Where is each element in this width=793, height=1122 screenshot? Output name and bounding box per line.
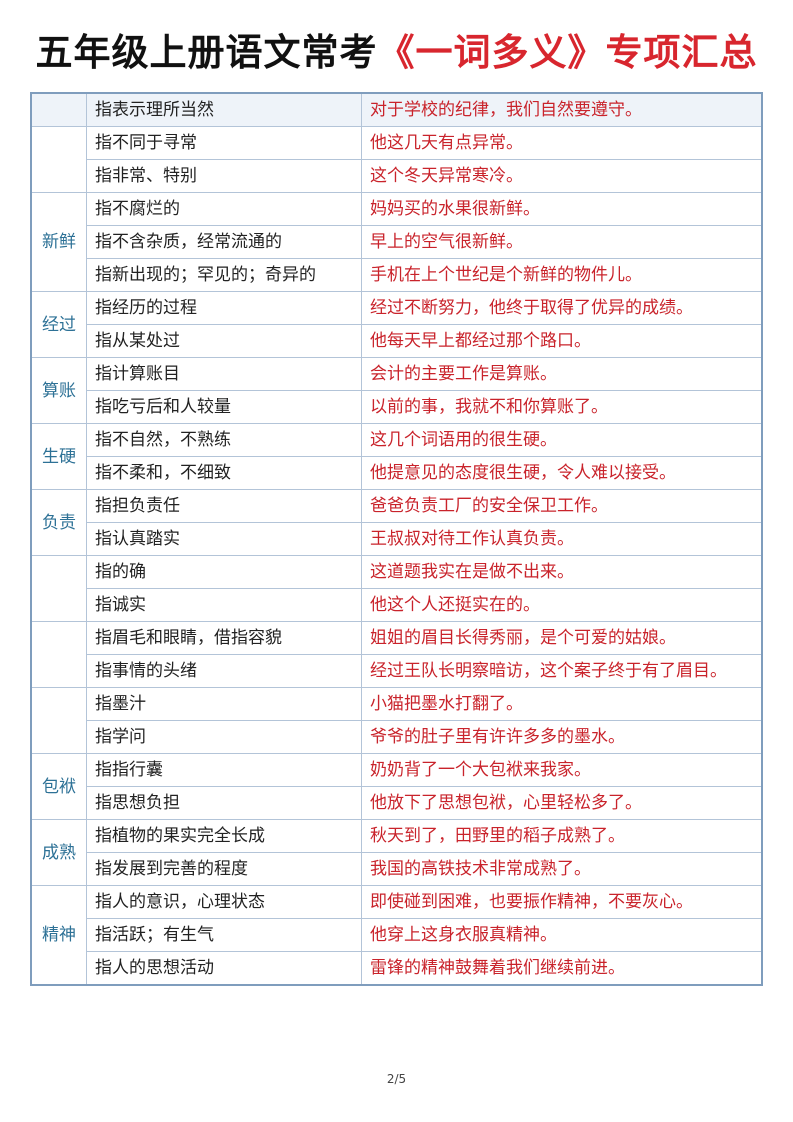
example-cell: 妈妈买的水果很新鲜。 — [361, 192, 763, 226]
example-cell: 秋天到了，田野里的稻子成熟了。 — [361, 819, 763, 853]
meaning-cell: 指不含杂质，经常流通的 — [86, 225, 362, 259]
word-cell: 负责 — [30, 489, 87, 556]
table-row: 指眉毛和眼睛，借指容貌 姐姐的眉目长得秀丽，是个可爱的姑娘。 — [30, 621, 763, 688]
example-cell: 会计的主要工作是算账。 — [361, 357, 763, 391]
table-row: 指不含杂质，经常流通的 早上的空气很新鲜。 — [31, 225, 763, 259]
example-cell: 他穿上这身衣服真精神。 — [361, 918, 763, 952]
meaning-cell: 指不同于寻常 — [86, 126, 362, 160]
meaning-cell: 指吃亏后和人较量 — [86, 390, 362, 424]
example-cell: 这个冬天异常寒冷。 — [361, 159, 763, 193]
example-cell: 王叔叔对待工作认真负责。 — [361, 522, 763, 556]
example-cell: 我国的高铁技术非常成熟了。 — [361, 852, 763, 886]
table-row: 指墨汁 小猫把墨水打翻了。 — [30, 687, 763, 754]
meaning-cell: 指表示理所当然 — [86, 92, 362, 127]
meaning-cell: 指不柔和，不细致 — [86, 456, 362, 490]
meaning-cell: 指不自然，不熟练 — [86, 423, 362, 457]
meaning-cell: 指指行囊 — [86, 753, 362, 787]
table-row: 指学问 爷爷的肚子里有许许多多的墨水。 — [31, 720, 763, 754]
meaning-cell: 指植物的果实完全长成 — [86, 819, 362, 853]
meaning-cell: 指认真踏实 — [86, 522, 362, 556]
title-main: 五年级上册语文常考 — [35, 31, 378, 74]
table-row: 指不同于寻常 他这几天有点异常。 — [30, 126, 763, 193]
example-cell: 他放下了思想包袱，心里轻松多了。 — [361, 786, 763, 820]
table-row: 算账 指计算账目 会计的主要工作是算账。 — [30, 357, 763, 424]
meaning-cell: 指担负责任 — [86, 489, 362, 523]
example-cell: 姐姐的眉目长得秀丽，是个可爱的姑娘。 — [361, 621, 763, 655]
example-cell: 以前的事，我就不和你算账了。 — [361, 390, 763, 424]
word-cell: 精神 — [30, 885, 87, 986]
word-cell: 生硬 — [30, 423, 87, 490]
word-cell — [30, 621, 87, 688]
meaning-cell: 指诚实 — [86, 588, 362, 622]
example-cell: 他每天早上都经过那个路口。 — [361, 324, 763, 358]
meaning-cell: 指非常、特别 — [86, 159, 362, 193]
example-cell: 爷爷的肚子里有许许多多的墨水。 — [361, 720, 763, 754]
example-cell: 他这个人还挺实在的。 — [361, 588, 763, 622]
table-row: 指发展到完善的程度 我国的高铁技术非常成熟了。 — [31, 852, 763, 886]
meaning-cell: 指的确 — [86, 555, 362, 589]
table-row: 指诚实 他这个人还挺实在的。 — [31, 588, 763, 622]
table-row: 指活跃；有生气 他穿上这身衣服真精神。 — [31, 918, 763, 952]
meaning-cell: 指经历的过程 — [86, 291, 362, 325]
table-row: 成熟 指植物的果实完全长成 秋天到了，田野里的稻子成熟了。 — [30, 819, 763, 886]
table-row: 包袱 指指行囊 奶奶背了一个大包袱来我家。 — [30, 753, 763, 820]
word-cell: 成熟 — [30, 819, 87, 886]
example-cell: 爸爸负责工厂的安全保卫工作。 — [361, 489, 763, 523]
word-cell — [30, 555, 87, 622]
example-cell: 他提意见的态度很生硬，令人难以接受。 — [361, 456, 763, 490]
meaning-cell: 指眉毛和眼睛，借指容貌 — [86, 621, 362, 655]
word-cell: 包袱 — [30, 753, 87, 820]
meaning-cell: 指发展到完善的程度 — [86, 852, 362, 886]
example-cell: 早上的空气很新鲜。 — [361, 225, 763, 259]
title-highlight: 《一词多义》专项汇总 — [377, 31, 758, 74]
word-cell — [30, 92, 87, 127]
meaning-cell: 指从某处过 — [86, 324, 362, 358]
table-row: 生硬 指不自然，不熟练 这几个词语用的很生硬。 — [30, 423, 763, 490]
example-cell: 雷锋的精神鼓舞着我们继续前进。 — [361, 951, 763, 986]
example-cell: 这几个词语用的很生硬。 — [361, 423, 763, 457]
meaning-cell: 指人的思想活动 — [86, 951, 362, 986]
word-cell: 经过 — [30, 291, 87, 358]
table-row: 新鲜 指不腐烂的 妈妈买的水果很新鲜。 — [30, 192, 763, 292]
example-cell: 他这几天有点异常。 — [361, 126, 763, 160]
page-title: 五年级上册语文常考《一词多义》专项汇总 — [0, 22, 793, 76]
meaning-cell: 指新出现的；罕见的；奇异的 — [86, 258, 362, 292]
table-row: 经过 指经历的过程 经过不断努力，他终于取得了优异的成绩。 — [30, 291, 763, 358]
meaning-cell: 指活跃；有生气 — [86, 918, 362, 952]
table-row: 指人的思想活动 雷锋的精神鼓舞着我们继续前进。 — [31, 951, 763, 986]
example-cell: 奶奶背了一个大包袱来我家。 — [361, 753, 763, 787]
example-cell: 经过王队长明察暗访，这个案子终于有了眉目。 — [361, 654, 763, 688]
meaning-cell: 指学问 — [86, 720, 362, 754]
meaning-cell: 指人的意识，心理状态 — [86, 885, 362, 919]
table-row: 指事情的头绪 经过王队长明察暗访，这个案子终于有了眉目。 — [31, 654, 763, 688]
table-row: 指不柔和，不细致 他提意见的态度很生硬，令人难以接受。 — [31, 456, 763, 490]
table-row: 指表示理所当然 对于学校的纪律，我们自然要遵守。 — [30, 92, 763, 127]
meaning-cell: 指计算账目 — [86, 357, 362, 391]
example-cell: 经过不断努力，他终于取得了优异的成绩。 — [361, 291, 763, 325]
table-row: 指新出现的；罕见的；奇异的 手机在上个世纪是个新鲜的物件儿。 — [31, 258, 763, 292]
polysemy-table: 指表示理所当然 对于学校的纪律，我们自然要遵守。 指不同于寻常 他这几天有点异常。 指非… — [30, 92, 763, 986]
table-row: 指从某处过 他每天早上都经过那个路口。 — [31, 324, 763, 358]
table-row: 指非常、特别 这个冬天异常寒冷。 — [31, 159, 763, 193]
word-cell: 新鲜 — [30, 192, 87, 292]
table-row: 精神 指人的意识，心理状态 即使碰到困难，也要振作精神，不要灰心。 — [30, 885, 763, 986]
page-number: 2/5 — [386, 1072, 407, 1086]
example-cell: 即使碰到困难，也要振作精神，不要灰心。 — [361, 885, 763, 919]
table-row: 指思想负担 他放下了思想包袱，心里轻松多了。 — [31, 786, 763, 820]
meaning-cell: 指不腐烂的 — [86, 192, 362, 226]
example-cell: 对于学校的纪律，我们自然要遵守。 — [361, 92, 763, 127]
word-cell: 算账 — [30, 357, 87, 424]
meaning-cell: 指事情的头绪 — [86, 654, 362, 688]
word-cell — [30, 126, 87, 193]
example-cell: 小猫把墨水打翻了。 — [361, 687, 763, 721]
table-row: 指的确 这道题我实在是做不出来。 — [30, 555, 763, 622]
table-row: 负责 指担负责任 爸爸负责工厂的安全保卫工作。 — [30, 489, 763, 556]
example-cell: 手机在上个世纪是个新鲜的物件儿。 — [361, 258, 763, 292]
table-row: 指认真踏实 王叔叔对待工作认真负责。 — [31, 522, 763, 556]
meaning-cell: 指墨汁 — [86, 687, 362, 721]
example-cell: 这道题我实在是做不出来。 — [361, 555, 763, 589]
word-cell — [30, 687, 87, 754]
table-row: 指吃亏后和人较量 以前的事，我就不和你算账了。 — [31, 390, 763, 424]
meaning-cell: 指思想负担 — [86, 786, 362, 820]
